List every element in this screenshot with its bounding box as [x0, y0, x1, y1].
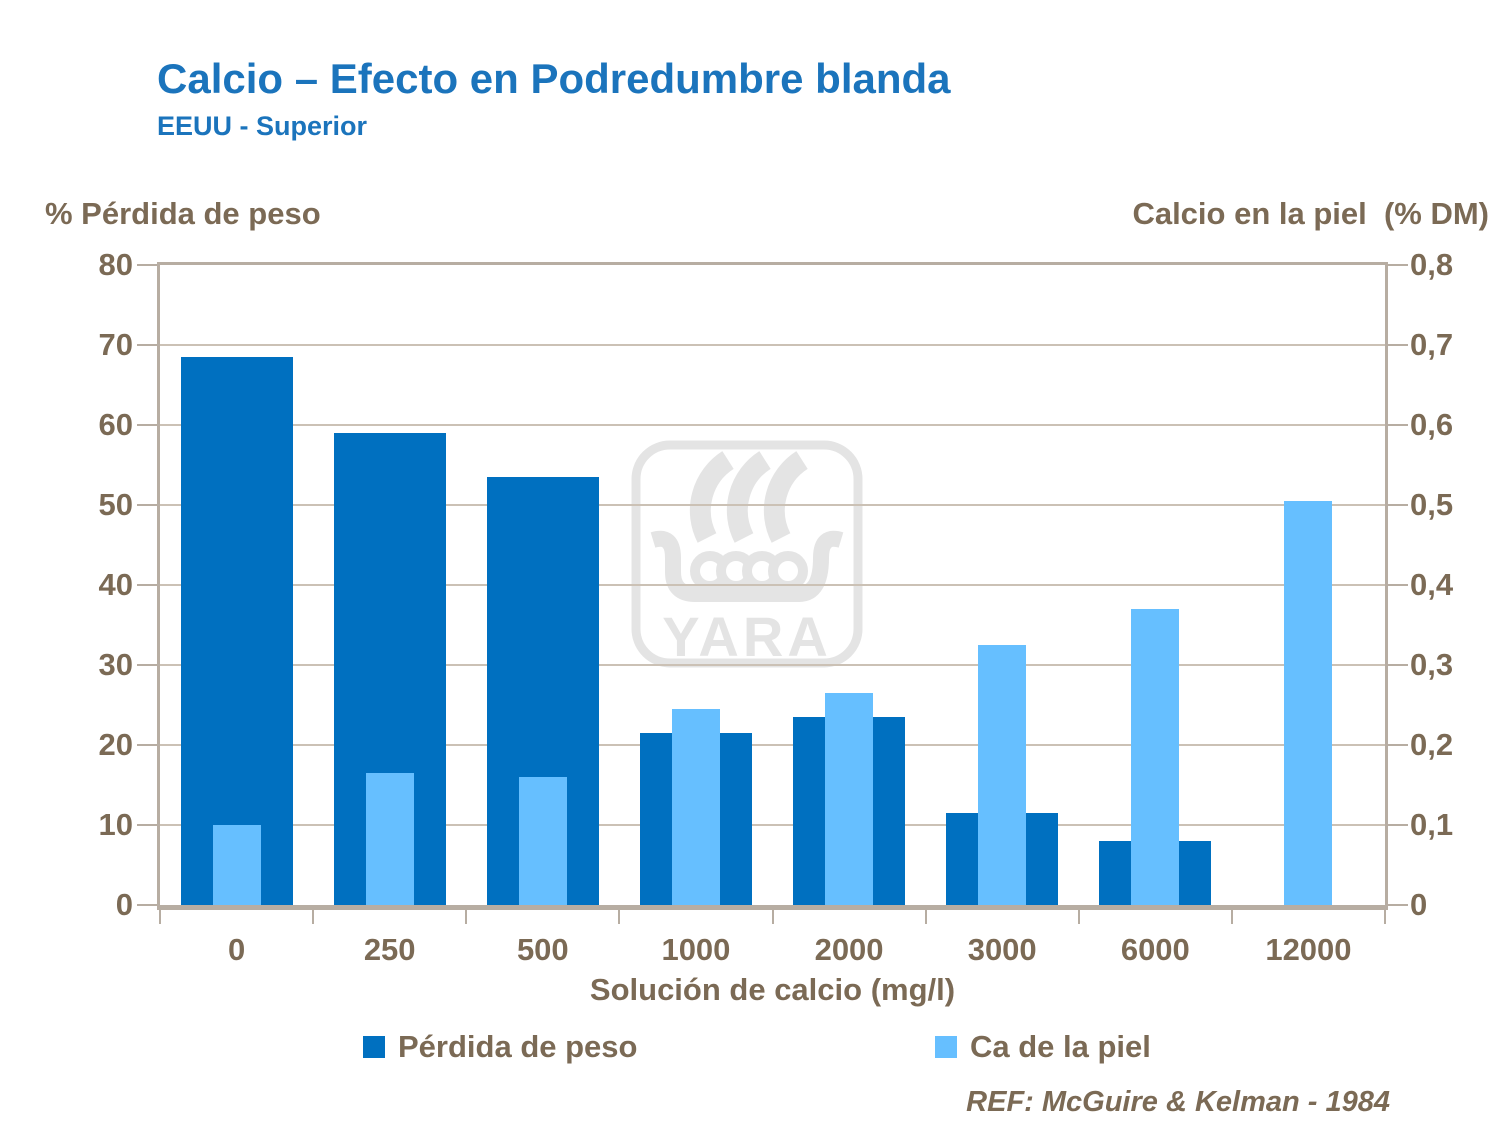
y-right-tick-30 — [1388, 664, 1408, 666]
x-label-1000: 1000 — [661, 932, 731, 967]
y-left-label-10: 10 — [98, 807, 133, 842]
y-right-label-0,5: 0,5 — [1410, 487, 1454, 522]
y-right-label-0,8: 0,8 — [1410, 247, 1454, 282]
y-right-tick-60 — [1388, 424, 1408, 426]
bar-ca-2000 — [825, 693, 874, 905]
x-label-500: 500 — [516, 932, 569, 967]
y-left-tick-80 — [137, 264, 157, 266]
x-tick-8 — [1384, 908, 1386, 924]
y-right-label-0,4: 0,4 — [1410, 567, 1454, 602]
page-subtitle: EEUU - Superior — [157, 111, 368, 141]
watermark-text: YARA — [662, 605, 832, 668]
y-left-tick-20 — [137, 744, 157, 746]
y-right-label-0,6: 0,6 — [1410, 407, 1454, 442]
right-axis-title: Calcio en la piel (% DM) — [1132, 196, 1489, 231]
bar-ca-12000 — [1284, 501, 1333, 905]
y-right-label-0,2: 0,2 — [1410, 727, 1454, 762]
bar-ca-6000 — [1131, 609, 1180, 905]
x-tick-7 — [1230, 908, 1233, 924]
y-left-tick-50 — [137, 504, 157, 506]
y-right-label-0,1: 0,1 — [1410, 807, 1454, 842]
x-tick-4 — [771, 908, 774, 924]
y-right-tick-80 — [1388, 264, 1408, 266]
reference-text: REF: McGuire & Kelman - 1984 — [966, 1086, 1390, 1118]
x-label-3000: 3000 — [967, 932, 1037, 967]
x-tick-2 — [465, 908, 468, 924]
yara-watermark-logo: YARA — [631, 440, 863, 668]
gridline-70 — [160, 344, 1385, 346]
bar-ca-500 — [518, 777, 567, 905]
legend-item-ca: Ca de la piel — [935, 1029, 1151, 1064]
x-tick-5 — [924, 908, 927, 924]
legend-swatch-perdida — [363, 1036, 385, 1058]
y-left-label-40: 40 — [98, 567, 133, 602]
page-title: Calcio – Efecto en Podredumbre blanda — [157, 55, 951, 102]
y-right-tick-20 — [1388, 744, 1408, 746]
y-left-tick-10 — [137, 824, 157, 826]
y-right-label-0,7: 0,7 — [1410, 327, 1454, 362]
y-right-tick-0 — [1388, 904, 1408, 906]
y-left-label-50: 50 — [98, 487, 133, 522]
bar-ca-3000 — [978, 645, 1027, 905]
x-label-12000: 12000 — [1265, 932, 1352, 967]
y-left-label-70: 70 — [98, 327, 133, 362]
y-left-tick-0 — [137, 904, 157, 906]
y-left-label-80: 80 — [98, 247, 133, 282]
legend-label-perdida: Pérdida de peso — [398, 1029, 638, 1064]
y-right-label-0,3: 0,3 — [1410, 647, 1454, 682]
y-left-tick-60 — [137, 424, 157, 426]
y-right-label-0: 0 — [1410, 887, 1428, 922]
x-label-6000: 6000 — [1120, 932, 1190, 967]
x-tick-1 — [312, 908, 315, 924]
x-label-0: 0 — [227, 932, 246, 967]
gridline-10 — [160, 824, 1385, 826]
y-left-label-0: 0 — [115, 887, 133, 922]
y-left-tick-30 — [137, 664, 157, 666]
bar-ca-250 — [365, 773, 414, 905]
bar-perdida-0 — [180, 357, 293, 905]
x-label-250: 250 — [363, 932, 416, 967]
legend-item-perdida: Pérdida de peso — [363, 1029, 638, 1064]
legend-swatch-ca — [935, 1036, 957, 1058]
y-left-tick-70 — [137, 344, 157, 346]
y-left-label-20: 20 — [98, 727, 133, 762]
y-left-label-60: 60 — [98, 407, 133, 442]
y-right-tick-40 — [1388, 584, 1408, 586]
gridline-50 — [160, 504, 1385, 506]
y-left-tick-40 — [137, 584, 157, 586]
legend-label-ca: Ca de la piel — [970, 1029, 1151, 1064]
x-tick-3 — [618, 908, 621, 924]
gridline-60 — [160, 424, 1385, 426]
x-label-2000: 2000 — [814, 932, 884, 967]
x-tick-6 — [1077, 908, 1080, 924]
plot-area: YARA — [160, 265, 1385, 905]
bar-ca-1000 — [671, 709, 720, 905]
y-left-label-30: 30 — [98, 647, 133, 682]
y-right-tick-10 — [1388, 824, 1408, 826]
x-axis-title: Solución de calcio (mg/l) — [589, 972, 956, 1007]
bar-ca-0 — [212, 825, 261, 905]
gridline-40 — [160, 584, 1385, 586]
y-right-tick-70 — [1388, 344, 1408, 346]
gridline-30 — [160, 664, 1385, 666]
y-right-tick-50 — [1388, 504, 1408, 506]
left-axis-title: % Pérdida de peso — [45, 196, 321, 231]
x-tick-0 — [159, 908, 161, 924]
gridline-20 — [160, 744, 1385, 746]
